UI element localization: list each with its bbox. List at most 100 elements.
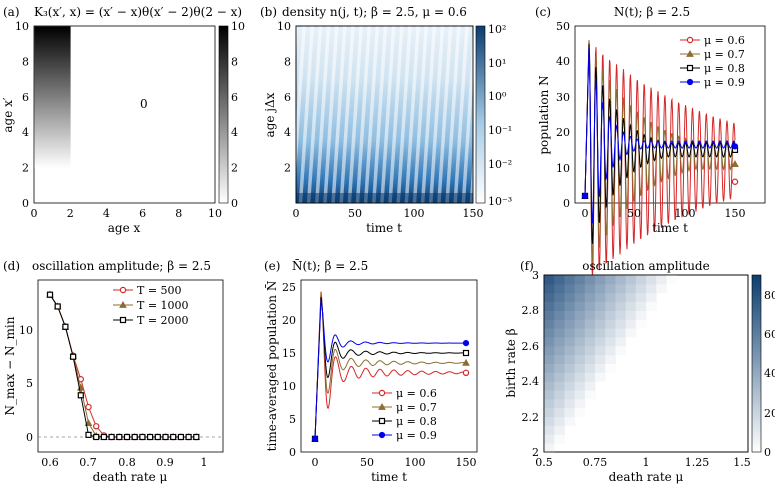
density-stripe <box>355 25 372 204</box>
panel-e-xtick: 0 <box>312 456 319 469</box>
panel-a-cb-tick: 0 <box>231 197 238 210</box>
panel-a-ytick: 0 <box>22 197 29 210</box>
panel-c-xlabel: time t <box>652 221 688 235</box>
heatmap-cell <box>615 292 627 302</box>
heatmap-cell <box>625 328 637 338</box>
panel-c-ytick: 0 <box>563 197 570 210</box>
heatmap-cell <box>615 275 627 285</box>
panel-b-cb-tick: 10¹ <box>488 57 506 70</box>
panel-c-ylabel: population N <box>537 75 551 154</box>
heatmap-cell <box>564 398 576 409</box>
heatmap-cell <box>595 372 606 382</box>
heatmap-cell <box>584 390 596 400</box>
panel-b-ytick: 8 <box>284 55 291 68</box>
panel-b-title: density n(j, t); β = 2.5, μ = 0.6 <box>282 5 467 19</box>
panel-a-xlabel: age x <box>108 221 141 235</box>
heatmap-cell <box>635 319 647 329</box>
panel-a-kernel-region <box>34 26 71 169</box>
heatmap-cell <box>625 301 637 311</box>
panel-e-ytick: 5 <box>289 413 296 426</box>
legend-marker <box>119 300 127 308</box>
panel-f-ytick: 2.2 <box>522 411 540 424</box>
density-stripe <box>453 25 469 204</box>
panel-b-cb-tick: 10² <box>488 23 506 36</box>
heatmap-cell <box>574 337 586 347</box>
panel-b-cb-tick: 10⁰ <box>488 90 507 103</box>
heatmap-cell <box>574 275 586 285</box>
heatmap-cell <box>605 283 616 294</box>
legend-marker <box>119 286 127 294</box>
heatmap-cell <box>656 275 667 285</box>
series-point <box>170 433 177 441</box>
series-point <box>154 433 161 441</box>
panel-a-cb-tick: 6 <box>231 91 238 104</box>
heatmap-cell <box>605 345 616 356</box>
heatmap-cell <box>646 283 657 294</box>
panel-b-yticks: 2 4 6 8 10 <box>277 20 291 175</box>
legend-marker <box>378 417 386 425</box>
panel-b-xtick: 0 <box>293 207 300 220</box>
heatmap-cell <box>554 319 565 329</box>
series-point <box>92 423 100 430</box>
panel-letter-e: (e) <box>264 259 280 273</box>
panel-f-xticks: 0.5 0.75 1 1.25 1.5 <box>535 456 751 469</box>
heatmap-cell <box>605 292 616 302</box>
heatmap-cell <box>646 301 657 311</box>
series-line-μ = 0.6 <box>314 291 467 439</box>
panel-c-ytick: 10 <box>556 162 570 175</box>
heatmap-cell <box>584 337 596 347</box>
series-marker <box>311 435 319 442</box>
legend-label: μ = 0.6 <box>704 34 745 47</box>
series-point <box>131 433 138 441</box>
panel-d-title: oscillation amplitude; β = 2.5 <box>32 259 211 273</box>
heatmap-cell <box>554 275 565 285</box>
density-stripe <box>380 25 396 204</box>
heatmap-cell <box>574 292 586 302</box>
series-marker <box>462 369 470 376</box>
heatmap-cell <box>544 283 555 294</box>
panel-b: (b) density n(j, t); β = 2.5, μ = 0.6 0 … <box>260 5 512 235</box>
heatmap-cell <box>584 372 596 382</box>
density-stripe <box>315 25 331 204</box>
panel-b-xtick: 100 <box>404 207 425 220</box>
heatmap-cell <box>574 381 586 391</box>
heatmap-cell <box>544 337 555 347</box>
heatmap-cell <box>615 319 627 329</box>
heatmap-cell <box>615 328 627 338</box>
panel-b-ytick: 10 <box>277 20 291 33</box>
series-point <box>85 431 92 438</box>
panel-letter-d: (d) <box>3 259 20 273</box>
panel-a-xtick: 4 <box>103 207 110 220</box>
panel-b-ylabel: age jΔx <box>263 92 277 137</box>
density-stripe <box>339 25 355 204</box>
panel-f-cb-tick: 0 <box>764 446 771 459</box>
heatmap-cell <box>595 310 606 320</box>
heatmap-cell <box>625 283 637 294</box>
heatmap-cell <box>595 319 606 329</box>
heatmap-cell <box>605 354 616 364</box>
heatmap-cell <box>544 301 555 311</box>
panel-f-xtick: 0.75 <box>583 456 608 469</box>
heatmap-cell <box>605 363 616 373</box>
heatmap-cell <box>574 390 586 400</box>
panel-d-xtick: 0.9 <box>156 456 174 469</box>
panel-c: (c) N(t); β = 2.5 0 50 100 150 0 10 20 3… <box>535 5 766 278</box>
panel-a: (a) K₃(x′, x) = (x′ − x)θ(x′ − 2)θ(2 − x… <box>1 5 245 235</box>
panel-b-cb-tick: 10⁻¹ <box>488 124 512 137</box>
panel-f-cb-tick: 60 <box>764 328 775 341</box>
heatmap-cell <box>595 337 606 347</box>
panel-d-yticks: 0 5 10 <box>19 324 33 444</box>
heatmap-cell <box>564 381 576 391</box>
heatmap-cell <box>544 425 555 435</box>
series-line-μ = 0.7 <box>314 293 467 439</box>
heatmap-cell <box>564 328 576 338</box>
heatmap-cell <box>584 301 596 311</box>
panel-f-ytick: 2.8 <box>522 304 540 317</box>
heatmap-cell <box>625 310 637 320</box>
series-point <box>147 433 154 441</box>
heatmap-cell <box>544 390 555 400</box>
panel-c-xticks: 0 50 100 150 <box>582 207 746 220</box>
series-point <box>100 433 108 441</box>
panel-d-plot-frame <box>37 279 224 453</box>
series-point <box>108 433 115 441</box>
